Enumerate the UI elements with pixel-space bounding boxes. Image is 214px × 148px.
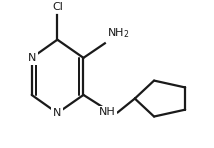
Text: N: N bbox=[53, 108, 62, 118]
Text: Cl: Cl bbox=[52, 2, 63, 12]
Text: N: N bbox=[27, 53, 36, 63]
Text: NH$_2$: NH$_2$ bbox=[107, 27, 129, 40]
Text: NH: NH bbox=[99, 107, 115, 117]
